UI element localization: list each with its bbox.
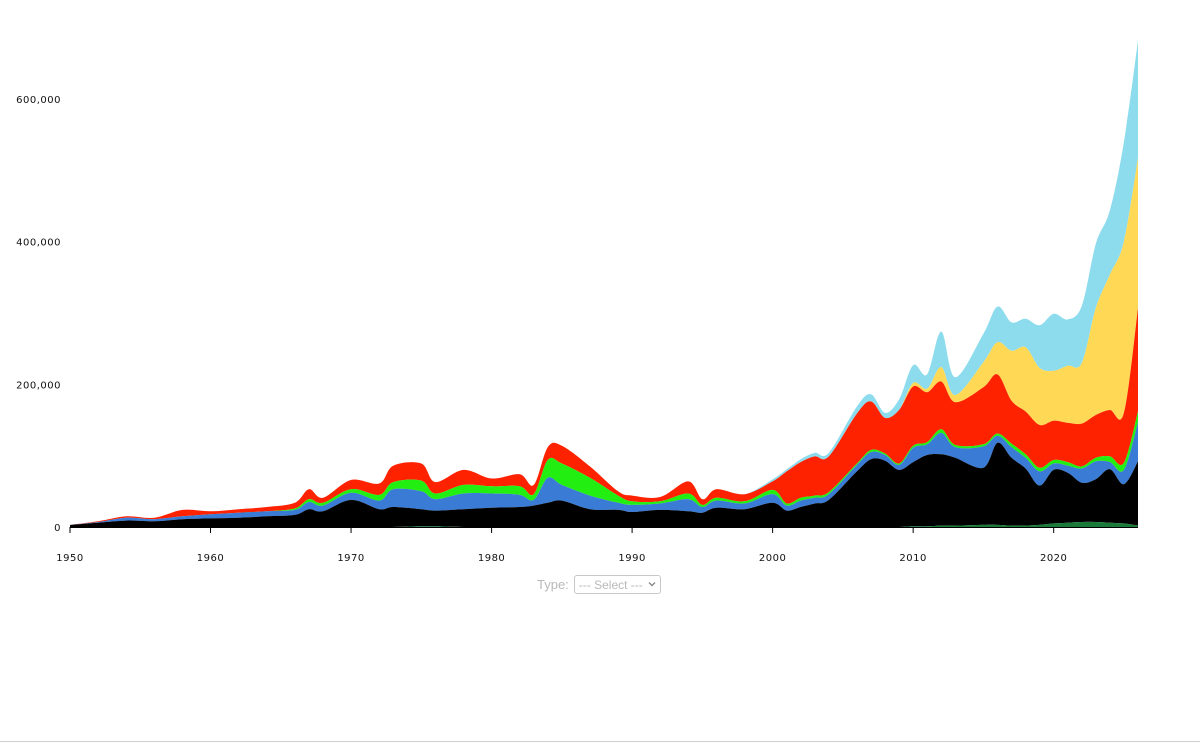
x-tick-label: 2020 <box>1040 553 1067 564</box>
x-tick-label: 2000 <box>759 553 786 564</box>
stacked-areas <box>70 40 1138 528</box>
chevron-down-icon <box>648 582 656 587</box>
area-series-0 <box>70 521 1138 528</box>
y-axis: 0 200,000 400,000 600,000 <box>16 95 61 534</box>
area-series-4 <box>70 308 1138 525</box>
area-series-1 <box>70 442 1138 528</box>
y-tick-label: 400,000 <box>16 238 61 249</box>
x-tick-label: 1990 <box>618 553 645 564</box>
divider <box>0 741 1200 742</box>
x-tick-label: 1950 <box>56 553 83 564</box>
type-select-value: --- Select --- <box>578 577 643 592</box>
area-series-3 <box>70 411 1138 525</box>
x-tick-label: 1960 <box>197 553 224 564</box>
y-tick-label: 600,000 <box>16 95 61 106</box>
x-tick-label: 1970 <box>337 553 364 564</box>
area-series-2 <box>70 422 1138 525</box>
x-axis: 1950 1960 1970 1980 1990 2000 2010 2020 <box>56 527 1138 564</box>
x-tick-label: 2010 <box>899 553 926 564</box>
type-select[interactable]: --- Select --- <box>573 575 661 594</box>
y-tick-label: 0 <box>54 523 61 534</box>
y-tick-label: 200,000 <box>16 380 61 391</box>
x-tick-label: 1980 <box>478 553 505 564</box>
type-filter: Type: --- Select --- <box>537 575 661 594</box>
type-label: Type: <box>537 577 569 592</box>
